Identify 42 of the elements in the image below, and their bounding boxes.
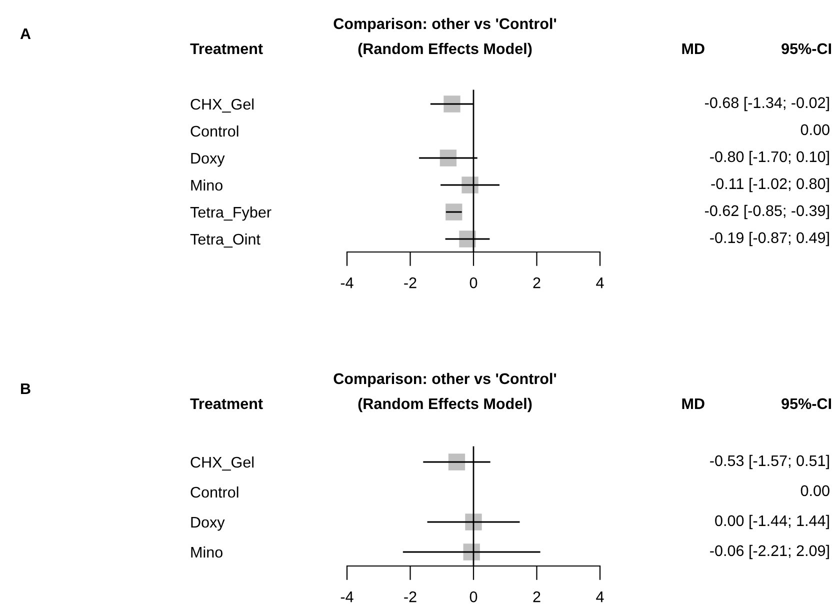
data-label: -0.68 [-1.34; -0.02] [705,96,829,112]
text: 0.00 [800,124,830,136]
category-label: Doxy [191,517,225,531]
text: 0.00 [800,485,830,496]
x-tick-label: 4 [596,592,604,602]
chart-title: Comparison: other vs 'Control' [334,18,556,32]
chart-subtitle: (Random Effects Model) [358,42,532,58]
category-label: Mino [191,546,222,558]
text: B [21,383,30,394]
x-tick-label: 2 [533,591,540,602]
text: 95%-CI [782,398,831,410]
category-label: Doxy [191,153,225,167]
category-label: Control [190,125,238,137]
category-label: CHX_Gel [190,98,254,113]
y-axis-title: Treatment [190,43,263,54]
text: MD [682,43,704,54]
text: 95%-CI [782,43,831,54]
x-tick-label: -4 [340,278,354,288]
x-tick-label: -2 [404,591,416,602]
data-label: 0.00 [-1.44; 1.44] [715,514,829,530]
category-label: Mino [191,179,222,191]
y-axis-title: Treatment [190,398,263,410]
x-tick-label: 0 [470,591,478,602]
chart-subtitle: (Random Effects Model) [358,398,532,412]
category-label: CHX_Gel [190,456,254,471]
data-label: -0.62 [-0.85; -0.39] [705,204,829,220]
text: MD [682,398,704,409]
chart-title: Comparison: other vs 'Control' [334,372,556,388]
data-label: -0.53 [-1.57; 0.51] [710,454,829,470]
data-label: -0.80 [-1.70; 0.10] [710,150,829,166]
text: A [20,28,31,39]
data-label: -0.11 [-1.02; 0.80] [711,178,829,192]
data-label: -0.19 [-0.87; 0.49] [710,232,829,246]
x-tick-label: -2 [404,277,416,288]
category-label: Control [190,486,238,498]
x-tick-label: 2 [533,277,540,288]
category-label: Tetra_Fyber [190,206,272,221]
data-label: -0.06 [-2.21; 2.09] [710,544,829,560]
x-tick-label: 0 [470,277,478,288]
x-tick-label: 4 [596,278,604,288]
category-label: Tetra_Oint [190,233,260,248]
x-tick-label: -4 [340,592,354,602]
